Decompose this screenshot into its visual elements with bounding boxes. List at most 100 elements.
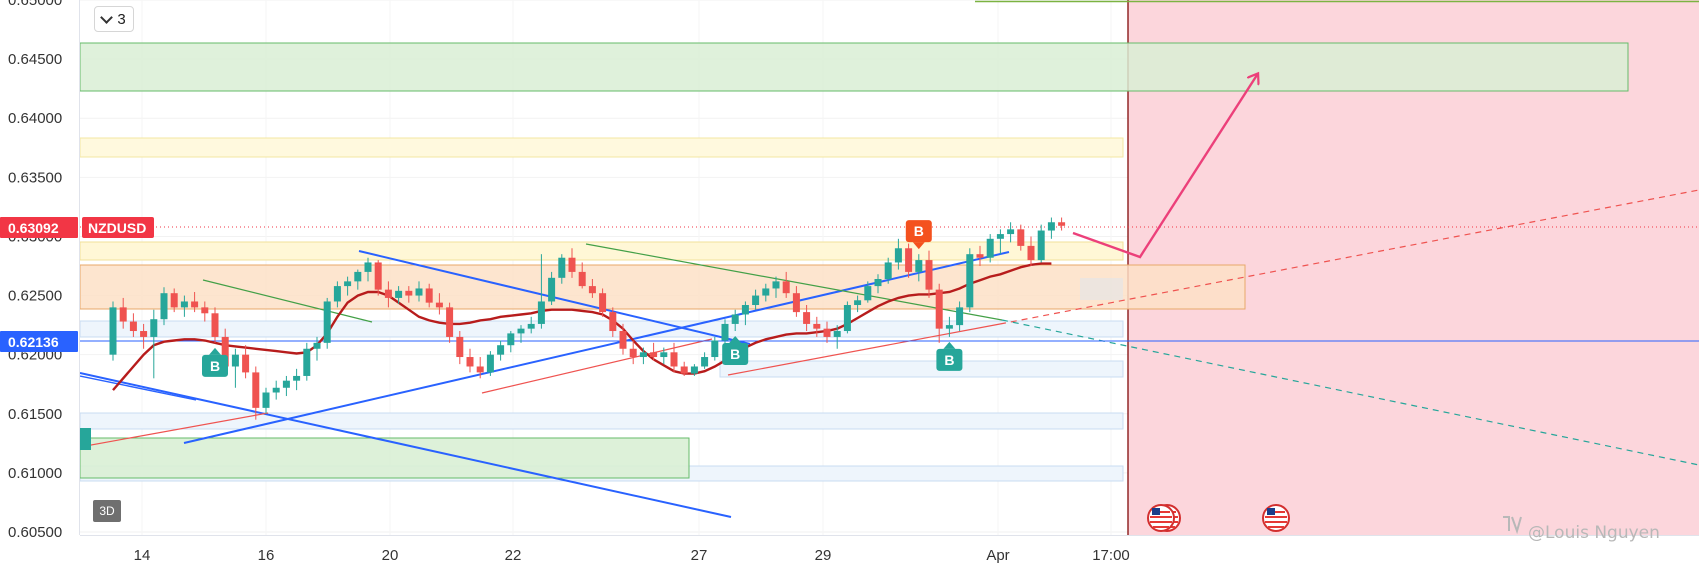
candle[interactable] (568, 248, 576, 278)
candle[interactable] (639, 347, 647, 365)
candle[interactable] (792, 286, 800, 317)
candle[interactable] (150, 309, 158, 379)
candle[interactable] (813, 316, 821, 337)
candle[interactable] (507, 331, 515, 353)
candle[interactable] (446, 302, 454, 343)
candle[interactable] (1047, 217, 1055, 239)
candle[interactable] (609, 307, 617, 337)
candle[interactable] (629, 340, 637, 365)
candle[interactable] (599, 288, 607, 317)
candle[interactable] (303, 342, 311, 381)
candle[interactable] (252, 366, 260, 420)
buy-signal-badge[interactable]: B (202, 347, 228, 377)
candle[interactable] (956, 301, 964, 332)
candle[interactable] (925, 250, 933, 298)
candle[interactable] (558, 254, 566, 284)
candle[interactable] (1027, 236, 1035, 266)
buy-signal-badge[interactable]: B (722, 336, 749, 366)
indicator-collapse-button[interactable]: 3 (94, 6, 134, 32)
candle[interactable] (905, 243, 913, 278)
candle[interactable] (823, 321, 831, 343)
candle[interactable] (119, 297, 127, 329)
candle[interactable] (945, 316, 953, 337)
candle[interactable] (578, 262, 586, 289)
candle[interactable] (619, 323, 627, 355)
candle[interactable] (762, 283, 770, 302)
candle[interactable] (996, 229, 1004, 255)
candle[interactable] (272, 380, 280, 400)
candle[interactable] (864, 281, 872, 303)
candle[interactable] (201, 301, 209, 322)
candle[interactable] (293, 368, 301, 391)
candle[interactable] (435, 293, 443, 315)
candle[interactable] (588, 279, 596, 298)
candle[interactable] (680, 361, 688, 376)
candle[interactable] (405, 286, 413, 303)
candle[interactable] (415, 281, 423, 302)
candle[interactable] (140, 323, 148, 349)
candle[interactable] (660, 347, 668, 365)
candle[interactable] (854, 295, 862, 313)
candle[interactable] (966, 248, 974, 313)
candle[interactable] (1017, 224, 1025, 251)
candle[interactable] (517, 325, 525, 343)
candle[interactable] (354, 269, 362, 290)
candle[interactable] (894, 238, 902, 270)
candle[interactable] (170, 288, 178, 313)
candle[interactable] (935, 283, 943, 343)
candle[interactable] (384, 281, 392, 308)
candle[interactable] (650, 342, 658, 361)
sell-signal-badge[interactable]: B (905, 220, 932, 250)
candle[interactable] (874, 274, 882, 294)
candle[interactable] (915, 254, 923, 282)
candle[interactable] (731, 309, 739, 332)
candle[interactable] (242, 345, 250, 379)
candle[interactable] (721, 319, 729, 346)
candle[interactable] (129, 313, 137, 337)
candle[interactable] (395, 286, 403, 304)
candle[interactable] (160, 287, 168, 326)
candle[interactable] (782, 271, 790, 298)
candle[interactable] (527, 316, 535, 334)
candle[interactable] (1007, 222, 1015, 243)
candle[interactable] (1058, 217, 1066, 231)
candle[interactable] (364, 257, 372, 282)
candle[interactable] (976, 245, 984, 266)
candle[interactable] (884, 257, 892, 284)
candle[interactable] (711, 336, 719, 361)
candle[interactable] (191, 292, 199, 313)
buy-signal-badge[interactable]: B (936, 341, 963, 371)
candle[interactable] (180, 295, 188, 317)
candle[interactable] (231, 348, 239, 388)
us-flag-icon[interactable] (1147, 504, 1175, 532)
candle[interactable] (374, 260, 382, 296)
candle[interactable] (344, 276, 352, 296)
candle[interactable] (486, 351, 494, 376)
candle[interactable] (323, 297, 331, 349)
candle[interactable] (843, 301, 851, 334)
candle[interactable] (333, 281, 341, 308)
candle[interactable] (262, 387, 270, 414)
candle[interactable] (466, 348, 474, 373)
candle[interactable] (548, 271, 556, 306)
candle[interactable] (313, 336, 321, 361)
candle[interactable] (497, 340, 505, 361)
candle[interactable] (752, 289, 760, 310)
candle[interactable] (986, 234, 994, 263)
time-axis[interactable]: 14 16 20 22 27 29 Apr 17:00 (80, 535, 1699, 565)
candle[interactable] (1037, 224, 1045, 263)
price-axis[interactable]: 0.650000.645000.640000.635000.630000.625… (8, 0, 80, 541)
candle[interactable] (282, 375, 290, 397)
candle[interactable] (741, 301, 749, 326)
candle[interactable] (670, 342, 678, 373)
candle[interactable] (803, 305, 811, 332)
candle[interactable] (690, 364, 698, 376)
candle[interactable] (476, 357, 484, 379)
candle[interactable] (701, 352, 709, 369)
candle[interactable] (425, 283, 433, 308)
candle[interactable] (109, 301, 117, 361)
candle[interactable] (537, 254, 545, 329)
us-flag-icon[interactable] (1262, 504, 1290, 532)
candle[interactable] (772, 276, 780, 298)
